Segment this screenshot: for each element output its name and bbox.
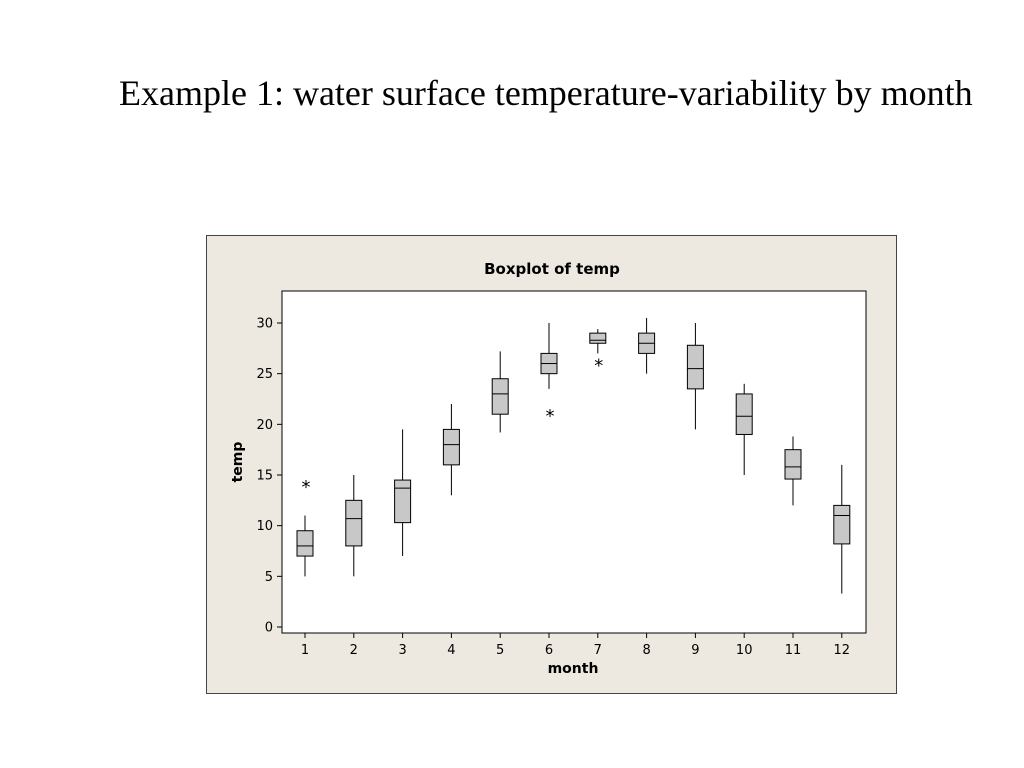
plot-area [281, 290, 867, 634]
chart-title: Boxplot of temp [484, 260, 620, 278]
box-month-2 [345, 475, 363, 577]
box-month-1: * [296, 477, 314, 577]
x-tick-label: 5 [496, 643, 504, 658]
x-tick-label: 4 [447, 643, 455, 658]
x-tick-label: 12 [834, 643, 851, 658]
iqr-box [833, 504, 851, 545]
iqr-box [686, 344, 704, 390]
box-month-3 [394, 429, 412, 557]
x-tick-label: 8 [642, 643, 650, 658]
box-month-11 [784, 436, 802, 506]
y-tick-label: 25 [256, 367, 273, 382]
iqr-box [491, 378, 509, 415]
y-tick-label: 0 [265, 621, 273, 636]
outlier-marker: * [594, 356, 603, 377]
x-tick-label: 10 [736, 643, 753, 658]
iqr-box [394, 479, 412, 524]
x-tick-label: 3 [398, 643, 406, 658]
chart-frame: Boxplot of temp 0 5 10 15 20 25 30 1 2 3 4 5 6 7 8 9 10… [206, 235, 897, 694]
outlier-marker: * [546, 406, 555, 427]
y-axis-label: temp [230, 442, 246, 483]
x-axis: 1 2 3 4 5 6 7 8 9 10 11 12 [301, 633, 850, 658]
box-series: * * * [296, 317, 851, 594]
iqr-box [784, 449, 802, 480]
y-tick-label: 30 [256, 317, 273, 332]
box-month-9 [686, 323, 704, 430]
y-tick-label: 15 [256, 469, 273, 484]
y-tick-label: 5 [265, 570, 273, 585]
y-tick-label: 20 [256, 418, 273, 433]
box-month-5 [491, 351, 509, 433]
box-month-10 [735, 383, 753, 475]
outlier-marker: * [302, 477, 311, 498]
slide-title: Example 1: water surface temperature-var… [119, 73, 973, 113]
x-tick-label: 1 [301, 643, 309, 658]
x-tick-label: 6 [545, 643, 553, 658]
iqr-box [345, 499, 363, 547]
y-tick-label: 10 [256, 519, 273, 534]
iqr-box [589, 332, 607, 344]
iqr-box [296, 530, 314, 557]
x-tick-label: 7 [594, 643, 602, 658]
y-axis: 0 5 10 15 20 25 30 [256, 317, 282, 636]
box-month-6: * [540, 323, 558, 427]
iqr-box [735, 393, 753, 435]
x-tick-label: 11 [785, 643, 802, 658]
box-month-7: * [589, 329, 607, 377]
box-month-4 [442, 404, 460, 496]
box-month-8 [638, 317, 656, 374]
x-axis-label: month [548, 661, 599, 677]
iqr-box [442, 428, 460, 466]
x-tick-label: 2 [350, 643, 358, 658]
box-month-12 [833, 464, 851, 594]
x-tick-label: 9 [691, 643, 699, 658]
